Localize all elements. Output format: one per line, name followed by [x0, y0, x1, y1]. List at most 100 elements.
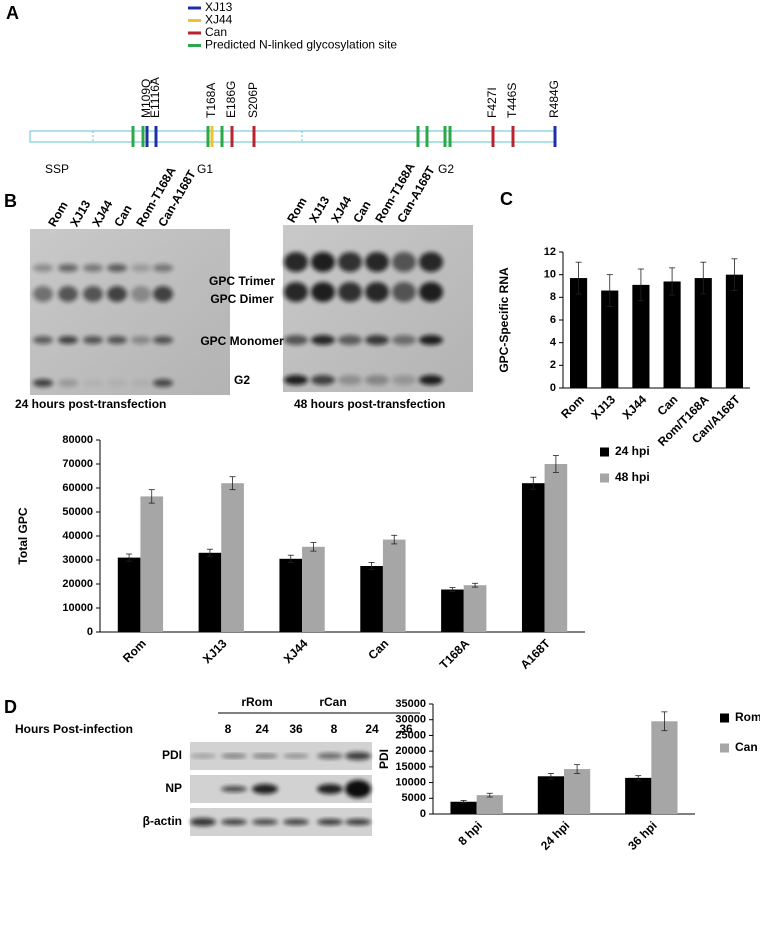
- row-label: Hours Post-infection: [15, 722, 133, 736]
- glyco-site: [443, 126, 447, 147]
- band: [365, 282, 389, 302]
- band: [131, 379, 151, 387]
- mutation-label: S206P: [246, 82, 260, 118]
- panel-label: B: [4, 191, 17, 211]
- mutation-label: T168A: [204, 83, 218, 118]
- legend-swatch: [600, 473, 609, 483]
- x-tick-label: Rom: [558, 392, 587, 421]
- band: [283, 819, 309, 825]
- hour-label: 24: [365, 722, 379, 736]
- error-bar: [637, 268, 644, 302]
- legend-label: Can: [205, 25, 227, 39]
- error-bar: [700, 261, 707, 295]
- error-bar: [472, 582, 479, 588]
- x-tick-label: Can: [655, 392, 681, 418]
- blot-caption: 48 hours post-transfection: [294, 397, 445, 411]
- mutation-site: [553, 126, 557, 147]
- bar: [521, 483, 545, 632]
- y-tick-label: 10000: [395, 776, 426, 788]
- y-tick-label: 50000: [62, 506, 93, 518]
- bar: [450, 801, 477, 814]
- error-bar: [552, 455, 559, 473]
- band: [58, 379, 78, 387]
- band-label: GPC Dimer: [210, 292, 274, 306]
- glyco-site: [220, 126, 224, 147]
- band: [345, 752, 371, 760]
- legend-swatch: [188, 44, 201, 47]
- y-tick-label: 30000: [62, 554, 93, 566]
- lane-label: Can: [111, 202, 134, 229]
- band: [58, 286, 78, 302]
- mutation-site: [511, 126, 515, 147]
- legend-label: XJ44: [205, 13, 233, 27]
- x-tick-label: 8 hpi: [455, 818, 485, 848]
- y-axis-label: GPC-Specific RNA: [497, 267, 511, 373]
- mutation-label: E1116A: [148, 77, 162, 118]
- band: [107, 286, 127, 302]
- y-tick-label: 40000: [62, 530, 93, 542]
- y-tick-label: 30000: [395, 714, 426, 726]
- mutation-site: [154, 126, 158, 147]
- y-tick-label: 10: [544, 269, 556, 281]
- bar: [725, 274, 743, 388]
- glyco-site: [131, 126, 135, 147]
- bar: [140, 496, 164, 632]
- band: [311, 375, 335, 385]
- error-bar: [669, 267, 676, 296]
- x-tick-label: Can: [365, 636, 391, 662]
- band: [317, 784, 343, 794]
- error-bar: [368, 562, 375, 570]
- x-tick-label: XJ44: [620, 392, 650, 422]
- band: [338, 282, 362, 302]
- bar: [570, 278, 588, 388]
- mutation-site: [252, 126, 256, 147]
- band: [317, 753, 343, 759]
- y-tick-label: 20000: [62, 578, 93, 590]
- group-label: rRom: [241, 695, 272, 709]
- legend-label: 48 hpi: [615, 470, 650, 484]
- bar: [651, 721, 678, 814]
- lane-label: XJ13: [67, 198, 93, 230]
- band: [153, 264, 173, 272]
- bar: [302, 546, 325, 632]
- band: [311, 282, 335, 302]
- error-bar: [547, 773, 554, 780]
- error-bar: [575, 261, 582, 295]
- band: [365, 335, 389, 345]
- bar: [360, 566, 383, 632]
- panel-label: A: [6, 3, 19, 23]
- lane-label: XJ44: [89, 198, 115, 230]
- band: [284, 282, 308, 302]
- legend-swatch: [720, 743, 729, 753]
- band: [284, 375, 308, 385]
- group-label: rCan: [319, 695, 346, 709]
- band: [392, 375, 416, 385]
- y-tick-label: 80000: [62, 434, 93, 446]
- y-tick-label: 0: [420, 808, 426, 820]
- band: [419, 375, 443, 385]
- blot-24h: [30, 229, 230, 395]
- lane-label: Rom: [45, 199, 70, 229]
- y-tick-label: 70000: [62, 458, 93, 470]
- mutation-label: M109Q: [139, 79, 153, 118]
- band: [317, 819, 343, 825]
- y-tick-label: 2: [550, 359, 556, 371]
- band: [83, 264, 103, 272]
- mutation-label: R484G: [547, 80, 561, 118]
- glyco-site: [416, 126, 420, 147]
- bar: [564, 769, 591, 814]
- band: [107, 379, 127, 387]
- band: [392, 335, 416, 345]
- error-bar: [449, 587, 456, 592]
- band: [131, 264, 151, 272]
- band: [252, 819, 278, 825]
- x-tick-label: XJ13: [588, 392, 618, 422]
- band: [190, 754, 216, 758]
- error-bar: [206, 548, 213, 557]
- error-bar: [635, 775, 642, 781]
- error-bar: [606, 274, 613, 307]
- band: [252, 754, 278, 758]
- legend-swatch: [600, 447, 609, 457]
- bar: [382, 539, 406, 632]
